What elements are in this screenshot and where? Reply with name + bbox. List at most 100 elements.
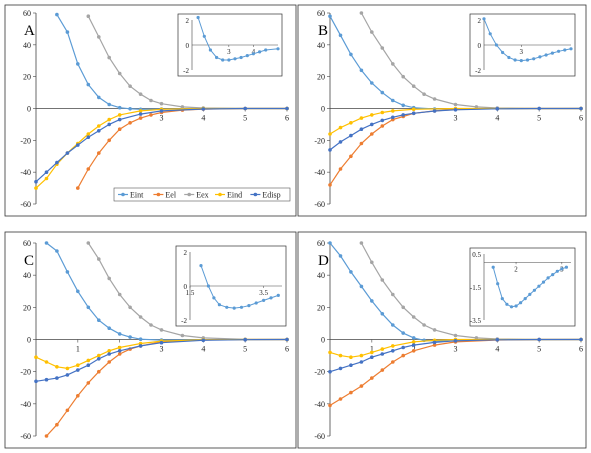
data-point-eex <box>97 257 101 261</box>
inset-data-point <box>225 305 229 309</box>
data-point-edisp <box>107 122 111 127</box>
data-point-eind <box>380 110 385 115</box>
data-point-eind <box>411 340 416 344</box>
inset-data-point <box>262 298 266 302</box>
inset-data-point <box>206 284 210 288</box>
y-tick-label: 20 <box>317 303 325 312</box>
data-point-edisp <box>34 179 38 184</box>
data-point-eel <box>117 352 122 356</box>
data-point-eex <box>149 98 153 103</box>
legend-swatch-marker <box>121 192 125 197</box>
inset-data-point <box>555 269 559 273</box>
inset-data-point <box>557 49 561 53</box>
data-point-eint <box>97 95 101 100</box>
data-point-eind <box>34 355 38 360</box>
data-point-eel <box>65 408 70 413</box>
inset-data-point <box>251 52 255 56</box>
inset-y-tick-label: -3.5 <box>470 317 482 325</box>
inset-data-point <box>494 43 498 47</box>
data-point-eel <box>128 121 132 125</box>
data-point-eind <box>370 350 374 355</box>
inset-data-point <box>560 267 564 271</box>
data-point-eint <box>359 284 364 289</box>
data-point-edisp <box>579 106 583 111</box>
data-point-edisp <box>201 107 206 111</box>
series-line-edisp <box>35 338 288 382</box>
data-point-eint <box>338 33 343 38</box>
data-point-eind <box>76 363 80 368</box>
inset-data-point <box>563 48 567 52</box>
inset-data-point <box>551 273 555 277</box>
inset-data-point <box>269 296 273 300</box>
data-point-edisp <box>579 337 583 342</box>
series-line-eel <box>46 338 287 437</box>
data-point-eex <box>128 305 132 310</box>
x-tick-label: 6 <box>285 345 289 354</box>
inset-data-point <box>514 304 518 308</box>
inset-data-point <box>569 47 573 51</box>
x-tick-label: 6 <box>579 114 583 123</box>
data-point-edisp <box>34 379 38 384</box>
legend-box <box>113 187 291 202</box>
data-point-eind <box>349 121 353 125</box>
y-tick-label: 0 <box>321 105 325 114</box>
data-point-eind <box>391 344 395 348</box>
y-tick-label: 20 <box>23 303 31 312</box>
inset-data-point <box>544 53 548 57</box>
data-point-eint <box>349 270 353 274</box>
data-point-eex <box>370 260 374 265</box>
data-point-eint <box>65 30 70 34</box>
data-point-edisp <box>44 377 49 382</box>
panel-frame <box>4 4 297 217</box>
inset-x-tick-label: 2 <box>514 265 518 273</box>
data-point-eex <box>411 84 416 88</box>
data-point-eex <box>432 328 437 332</box>
data-point-edisp <box>349 363 353 368</box>
data-point-eex <box>159 101 164 106</box>
inset-data-point <box>245 54 249 58</box>
x-tick-label: 3 <box>454 345 458 354</box>
series-line-edisp <box>35 107 287 183</box>
inset-data-point <box>239 305 244 309</box>
panel-label: A <box>24 23 35 39</box>
data-point-eex <box>391 292 395 297</box>
inset-y-tick-label: 0.5 <box>472 251 481 259</box>
x-tick-label: 4 <box>495 345 499 354</box>
inset-y-tick-label: -2 <box>475 67 481 75</box>
data-point-eel <box>370 376 374 380</box>
data-point-eex <box>138 315 143 319</box>
data-point-eel <box>107 138 111 143</box>
data-point-edisp <box>453 339 458 343</box>
inset-x-tick-label: 3 <box>227 48 231 56</box>
data-point-edisp <box>359 127 364 131</box>
data-point-eel <box>432 343 437 347</box>
inset-frame <box>469 247 576 327</box>
inset-chart: 2 0 -2 1.5 3.5 <box>175 245 287 327</box>
data-point-edisp <box>243 337 247 342</box>
data-point-edisp <box>495 107 500 111</box>
data-point-eel <box>401 353 406 358</box>
inset-x-tick-label: 3.5 <box>259 289 268 297</box>
data-point-edisp <box>328 148 332 152</box>
x-tick-label: 6 <box>579 345 583 354</box>
data-point-eint <box>328 241 332 245</box>
data-point-eel <box>328 403 332 408</box>
data-point-eel <box>149 113 153 117</box>
data-point-edisp <box>76 368 80 372</box>
inset-data-point <box>500 297 504 301</box>
data-point-eex <box>474 105 479 109</box>
data-point-eint <box>55 12 59 17</box>
y-tick-label: 60 <box>23 239 31 248</box>
data-point-eint <box>117 105 122 110</box>
data-point-eint <box>338 254 343 258</box>
data-point-edisp <box>159 109 164 113</box>
data-point-eel <box>391 360 395 364</box>
data-point-eint <box>328 14 332 18</box>
panel-frame <box>297 4 587 217</box>
data-point-eex <box>411 315 416 319</box>
series-line-edisp <box>329 107 581 151</box>
inset-data-point <box>491 265 495 269</box>
legend: Eint Eel Eex Eind Edisp <box>113 187 291 202</box>
